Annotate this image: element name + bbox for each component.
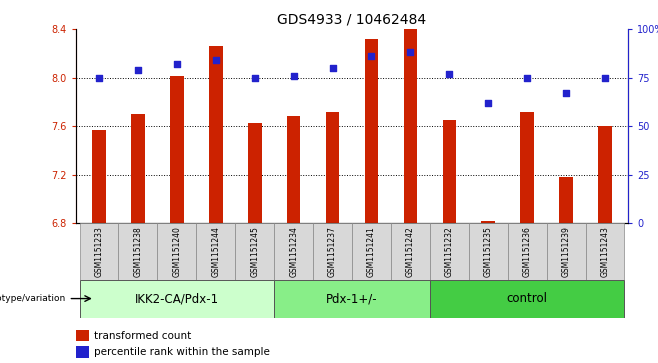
Bar xyxy=(443,120,456,223)
Point xyxy=(211,57,221,63)
FancyBboxPatch shape xyxy=(196,223,236,280)
Point xyxy=(172,61,182,67)
Text: GSM1151237: GSM1151237 xyxy=(328,226,337,277)
Text: GSM1151236: GSM1151236 xyxy=(522,226,532,277)
FancyBboxPatch shape xyxy=(547,223,586,280)
Point xyxy=(405,49,416,55)
Bar xyxy=(248,122,261,223)
Point xyxy=(288,73,299,78)
Text: GSM1151239: GSM1151239 xyxy=(562,226,570,277)
FancyBboxPatch shape xyxy=(430,280,624,318)
FancyBboxPatch shape xyxy=(430,223,468,280)
Text: transformed count: transformed count xyxy=(93,331,191,341)
Bar xyxy=(598,126,612,223)
Text: IKK2-CA/Pdx-1: IKK2-CA/Pdx-1 xyxy=(135,292,219,305)
Text: GSM1151235: GSM1151235 xyxy=(484,226,493,277)
Text: GSM1151242: GSM1151242 xyxy=(406,226,415,277)
Text: GSM1151238: GSM1151238 xyxy=(134,226,142,277)
FancyBboxPatch shape xyxy=(586,223,624,280)
Text: control: control xyxy=(507,292,547,305)
Bar xyxy=(482,221,495,223)
FancyBboxPatch shape xyxy=(391,223,430,280)
FancyBboxPatch shape xyxy=(352,223,391,280)
Text: GSM1151245: GSM1151245 xyxy=(250,226,259,277)
Bar xyxy=(559,177,573,223)
FancyBboxPatch shape xyxy=(274,280,430,318)
FancyBboxPatch shape xyxy=(80,280,274,318)
Bar xyxy=(76,346,89,358)
FancyBboxPatch shape xyxy=(80,223,118,280)
Bar xyxy=(209,46,222,223)
Text: percentile rank within the sample: percentile rank within the sample xyxy=(93,347,270,357)
Bar xyxy=(403,29,417,223)
Text: GSM1151243: GSM1151243 xyxy=(601,226,609,277)
Bar xyxy=(326,111,340,223)
Text: Pdx-1+/-: Pdx-1+/- xyxy=(326,292,378,305)
Bar xyxy=(170,76,184,223)
Point xyxy=(93,75,104,81)
Point xyxy=(444,71,455,77)
FancyBboxPatch shape xyxy=(274,223,313,280)
Point xyxy=(133,67,143,73)
FancyBboxPatch shape xyxy=(236,223,274,280)
Bar xyxy=(131,114,145,223)
Bar xyxy=(76,330,89,341)
Bar xyxy=(365,39,378,223)
Point xyxy=(367,53,377,59)
Point xyxy=(249,75,260,81)
Bar xyxy=(92,130,106,223)
Bar xyxy=(520,111,534,223)
FancyBboxPatch shape xyxy=(508,223,547,280)
Text: GSM1151233: GSM1151233 xyxy=(95,226,103,277)
Text: GSM1151244: GSM1151244 xyxy=(211,226,220,277)
FancyBboxPatch shape xyxy=(313,223,352,280)
Text: GSM1151234: GSM1151234 xyxy=(289,226,298,277)
Point xyxy=(483,100,494,106)
FancyBboxPatch shape xyxy=(118,223,157,280)
Bar xyxy=(287,117,301,223)
Text: GSM1151240: GSM1151240 xyxy=(172,226,182,277)
Point xyxy=(561,90,571,96)
Point xyxy=(522,75,532,81)
Text: GSM1151232: GSM1151232 xyxy=(445,226,454,277)
FancyBboxPatch shape xyxy=(157,223,196,280)
Title: GDS4933 / 10462484: GDS4933 / 10462484 xyxy=(278,12,426,26)
Text: genotype/variation: genotype/variation xyxy=(0,294,66,303)
Point xyxy=(600,75,611,81)
Point xyxy=(327,65,338,71)
Text: GSM1151241: GSM1151241 xyxy=(367,226,376,277)
FancyBboxPatch shape xyxy=(468,223,508,280)
